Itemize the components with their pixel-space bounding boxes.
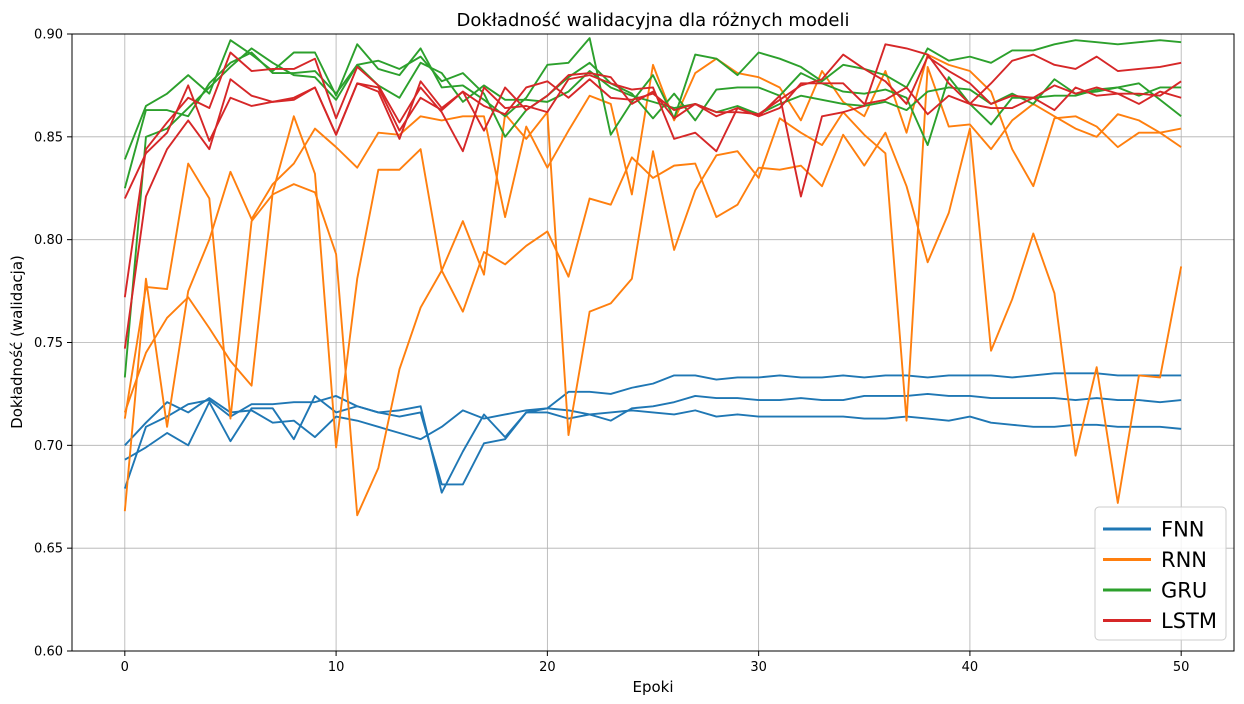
y-tick-label: 0.65 xyxy=(34,542,63,557)
legend-label-lstm: LSTM xyxy=(1161,609,1217,633)
y-tick-label: 0.80 xyxy=(34,233,63,248)
x-tick-label: 50 xyxy=(1173,660,1190,675)
x-tick-label: 40 xyxy=(962,660,979,675)
legend-label-rnn: RNN xyxy=(1161,548,1207,572)
series-line-gru xyxy=(123,47,1182,378)
series-line-rnn xyxy=(123,53,1182,512)
legend-box xyxy=(1094,506,1227,641)
legend-label-gru: GRU xyxy=(1161,579,1207,603)
series-line-gru xyxy=(123,51,1182,189)
series-line-lstm xyxy=(123,43,1182,298)
y-tick-label: 0.60 xyxy=(34,645,63,660)
x-axis-label: Epoki xyxy=(632,678,673,696)
x-tick-label: 30 xyxy=(750,660,767,675)
x-tick-label: 20 xyxy=(539,660,556,675)
legend: FNN RNN GRU LSTM xyxy=(1094,506,1227,641)
series-line-lstm xyxy=(123,53,1182,349)
y-axis-label: Dokładność (walidacja) xyxy=(8,255,26,429)
series-line-lstm xyxy=(123,53,1182,199)
grid xyxy=(72,33,1234,652)
series-line-rnn xyxy=(123,127,1183,517)
y-tick-label: 0.90 xyxy=(34,28,63,43)
axis-ticks: 0 10 20 30 40 50 0.60 0.65 0.70 0.75 0.80 0.85 0.90 xyxy=(34,28,1189,676)
y-tick-label: 0.85 xyxy=(34,130,63,145)
chart-title: Dokładność walidacyjna dla różnych model… xyxy=(457,10,850,31)
x-tick-label: 0 xyxy=(121,660,129,675)
x-tick-label: 10 xyxy=(328,660,345,675)
y-tick-label: 0.75 xyxy=(34,336,63,351)
series-line-gru xyxy=(123,37,1182,160)
series-lines xyxy=(123,37,1183,517)
series-line-fnn xyxy=(124,392,1182,486)
legend-label-fnn: FNN xyxy=(1161,518,1205,542)
series-line-rnn xyxy=(123,65,1182,449)
series-line-fnn xyxy=(124,372,1182,446)
y-tick-label: 0.70 xyxy=(34,439,63,454)
series-line-fnn xyxy=(123,395,1182,494)
